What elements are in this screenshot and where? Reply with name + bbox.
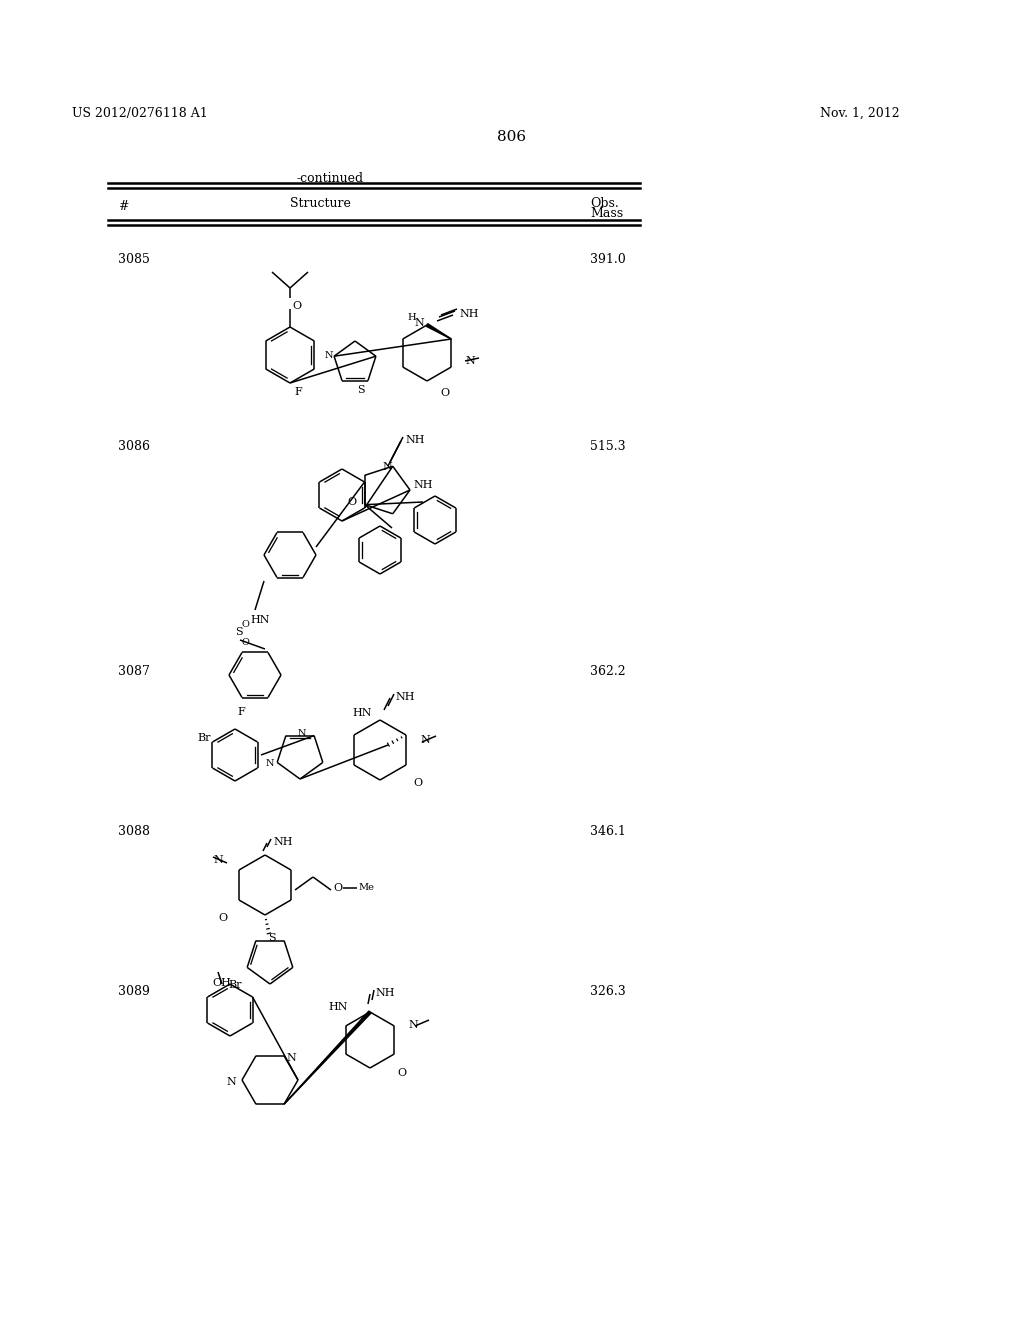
Text: F: F [237, 708, 245, 717]
Text: Me: Me [358, 883, 374, 892]
Text: O: O [292, 301, 301, 312]
Text: HN: HN [250, 615, 269, 624]
Text: S: S [357, 385, 365, 395]
Text: Nov. 1, 2012: Nov. 1, 2012 [820, 107, 900, 120]
Text: N: N [420, 735, 430, 744]
Text: Mass: Mass [590, 207, 624, 220]
Text: Br: Br [228, 979, 242, 990]
Text: 326.3: 326.3 [590, 985, 626, 998]
Text: NH: NH [459, 309, 478, 319]
Text: N: N [382, 462, 392, 473]
Text: #: # [118, 201, 128, 213]
Text: NH: NH [406, 436, 425, 445]
Text: N: N [286, 1053, 296, 1063]
Text: O: O [397, 1068, 407, 1078]
Text: 3086: 3086 [118, 440, 150, 453]
Text: NH: NH [273, 837, 293, 847]
Text: N: N [265, 759, 274, 767]
Text: 515.3: 515.3 [590, 440, 626, 453]
Text: O: O [333, 883, 342, 894]
Text: N: N [298, 729, 306, 738]
Text: HN: HN [352, 708, 372, 718]
Text: O: O [440, 388, 450, 399]
Text: 3085: 3085 [118, 253, 150, 267]
Text: N: N [213, 855, 223, 865]
Text: NH: NH [413, 480, 432, 490]
Text: S: S [268, 933, 275, 942]
Text: O: O [241, 620, 249, 630]
Polygon shape [426, 323, 452, 339]
Text: 806: 806 [498, 129, 526, 144]
Text: N: N [414, 318, 424, 327]
Text: Br: Br [197, 733, 211, 743]
Text: NH: NH [395, 692, 415, 702]
Text: 391.0: 391.0 [590, 253, 626, 267]
Text: 3087: 3087 [118, 665, 150, 678]
Text: NH: NH [375, 987, 394, 998]
Polygon shape [284, 1011, 371, 1105]
Text: Obs.: Obs. [590, 197, 618, 210]
Text: O: O [218, 913, 227, 923]
Text: US 2012/0276118 A1: US 2012/0276118 A1 [72, 107, 208, 120]
Text: N: N [465, 356, 475, 366]
Text: N: N [226, 1077, 236, 1086]
Text: 3088: 3088 [118, 825, 150, 838]
Text: Structure: Structure [290, 197, 350, 210]
Text: 362.2: 362.2 [590, 665, 626, 678]
Text: 3089: 3089 [118, 985, 150, 998]
Text: N: N [325, 351, 333, 359]
Text: O: O [348, 498, 357, 507]
Text: O: O [414, 777, 423, 788]
Text: OH: OH [212, 978, 230, 987]
Text: -continued: -continued [296, 172, 364, 185]
Text: H: H [408, 313, 417, 322]
Text: N: N [408, 1020, 418, 1030]
Text: 346.1: 346.1 [590, 825, 626, 838]
Text: O: O [241, 638, 249, 647]
Text: F: F [294, 387, 302, 397]
Text: HN: HN [329, 1002, 348, 1012]
Text: S: S [234, 627, 243, 638]
